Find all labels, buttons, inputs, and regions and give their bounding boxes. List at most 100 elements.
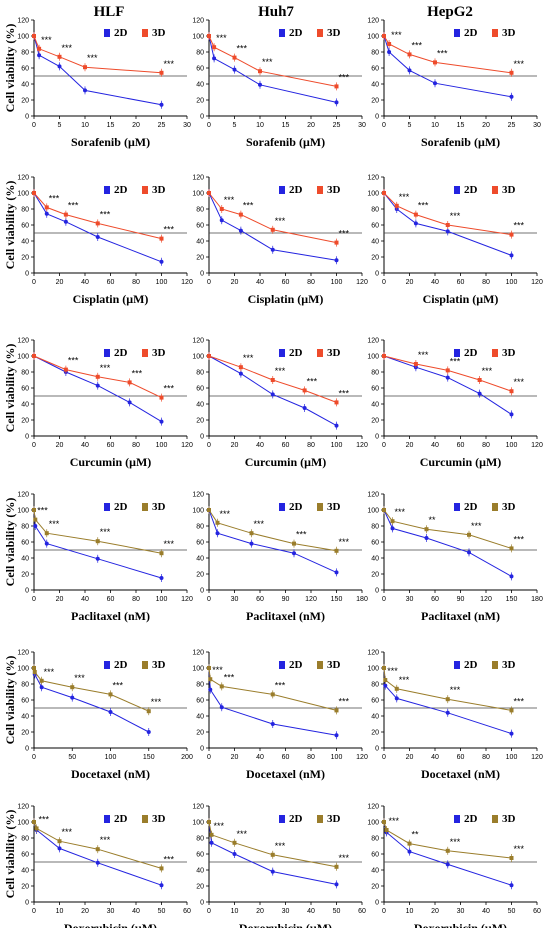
x-axis-label: Cisplatin (μM) (73, 292, 149, 306)
chart-panel-4-1: 0 20 40 60 80 100 120 0 20 40 60 80 100 120 Docetaxel … (192, 650, 368, 782)
significance-marker: *** (164, 384, 175, 394)
y-tick-label: 80 (196, 207, 204, 214)
data-point-3d (33, 517, 38, 522)
x-tick-label: 30 (533, 122, 541, 129)
significance-marker: *** (224, 672, 235, 682)
significance-marker: *** (68, 356, 79, 366)
y-tick-label: 120 (17, 804, 29, 811)
data-point-2d (44, 541, 49, 546)
data-point-2d (407, 68, 412, 73)
data-point-3d (445, 697, 450, 702)
x-axis-label: Curcumin (μM) (245, 455, 327, 469)
data-point-2d (238, 228, 243, 233)
data-point-3d (34, 826, 39, 831)
x-tick-label: 10 (56, 908, 64, 915)
legend-swatch-2d (104, 29, 110, 37)
significance-marker: *** (482, 366, 493, 376)
data-point-2d (39, 685, 44, 690)
data-point-2d (57, 64, 62, 69)
data-point-3d (334, 84, 339, 89)
legend-swatch-2d (279, 661, 285, 669)
data-point-2d (467, 550, 471, 555)
significance-marker: *** (339, 229, 350, 239)
x-axis-label: Paclitaxel (nM) (71, 609, 150, 623)
data-point-3d (32, 34, 36, 38)
legend-label-2d: 2D (464, 27, 478, 39)
x-axis-label: Docetaxel (nM) (421, 767, 500, 781)
y-tick-label: 80 (371, 370, 379, 377)
series-line-3d (208, 821, 337, 868)
legend-label-2d: 2D (464, 813, 478, 825)
data-point-2d (334, 882, 339, 887)
legend-label-3d: 3D (327, 813, 341, 825)
data-point-2d (95, 383, 100, 388)
x-tick-label: 20 (231, 754, 239, 761)
significance-marker: *** (339, 72, 350, 82)
x-tick-label: 80 (307, 279, 315, 286)
y-tick-label: 60 (371, 386, 379, 393)
x-tick-label: 40 (431, 754, 439, 761)
significance-marker: *** (275, 216, 286, 226)
x-tick-label: 0 (32, 596, 36, 603)
x-axis-label: Cisplatin (μM) (248, 292, 324, 306)
x-tick-label: 120 (356, 754, 368, 761)
data-point-3d (334, 240, 339, 245)
y-tick-label: 80 (21, 50, 29, 57)
x-axis-label: Doxorubicin (μM) (414, 921, 507, 928)
y-tick-label: 20 (196, 98, 204, 105)
data-point-3d (232, 840, 237, 845)
significance-marker: *** (514, 696, 525, 706)
y-tick-label: 20 (196, 418, 204, 425)
legend-swatch-3d (492, 503, 498, 511)
x-tick-label: 10 (406, 908, 414, 915)
x-axis-label: Paclitaxel (nM) (246, 609, 325, 623)
y-tick-label: 120 (367, 338, 379, 345)
y-tick-label: 100 (192, 508, 204, 515)
data-point-3d (32, 666, 36, 670)
legend-label-2d: 2D (289, 659, 303, 671)
significance-marker: *** (164, 225, 175, 235)
significance-marker: *** (132, 368, 143, 378)
y-tick-label: 60 (21, 540, 29, 547)
y-tick-label: 120 (192, 175, 204, 182)
legend-label-2d: 2D (289, 184, 303, 196)
data-point-3d (270, 378, 275, 382)
x-tick-label: 5 (408, 122, 412, 129)
data-point-2d (37, 53, 42, 58)
significance-marker: *** (164, 854, 175, 864)
x-tick-label: 100 (331, 442, 343, 449)
x-tick-label: 20 (56, 596, 64, 603)
data-point-3d (390, 519, 395, 524)
x-axis-label: Doxorubicin (μM) (64, 921, 157, 928)
y-tick-label: 20 (21, 418, 29, 425)
legend-swatch-3d (492, 349, 498, 357)
data-point-2d (383, 683, 388, 688)
x-tick-label: 20 (482, 122, 490, 129)
series-line-2d (33, 35, 162, 106)
data-point-3d (270, 227, 275, 232)
y-tick-label: 80 (371, 524, 379, 531)
x-tick-label: 80 (307, 442, 315, 449)
legend-swatch-3d (492, 29, 498, 37)
data-point-2d (95, 556, 100, 561)
x-tick-label: 0 (207, 279, 211, 286)
data-point-3d (159, 866, 164, 871)
significance-marker: *** (49, 193, 60, 203)
chart-panel-5-0: 0 20 40 60 80 100 120 0 10 20 30 40 50 60 Cell viabili… (3, 804, 191, 928)
data-point-3d (32, 508, 36, 512)
y-axis-label: Cell viability (%) (3, 181, 17, 270)
data-point-2d (159, 102, 164, 107)
data-point-3d (387, 42, 392, 46)
data-point-2d (159, 883, 164, 888)
y-tick-label: 100 (367, 820, 379, 827)
legend-swatch-3d (142, 815, 148, 823)
data-point-2d (394, 696, 399, 701)
data-point-3d (509, 389, 514, 394)
x-tick-label: 80 (482, 442, 490, 449)
x-tick-label: 60 (107, 442, 115, 449)
y-tick-label: 0 (25, 271, 29, 278)
significance-marker: *** (339, 537, 350, 547)
x-tick-label: 20 (56, 442, 64, 449)
y-tick-label: 100 (367, 354, 379, 361)
x-axis-label: Sorafenib (μM) (421, 135, 500, 149)
